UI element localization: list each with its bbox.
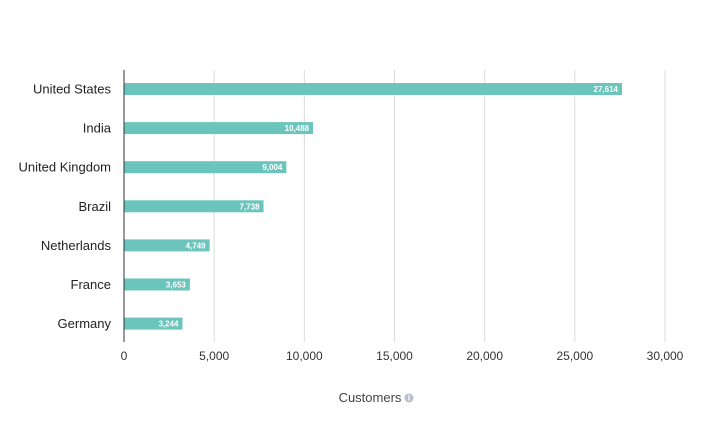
data-label: 3,244 xyxy=(158,320,179,329)
category-label: Netherlands xyxy=(41,238,112,253)
data-label: 27,614 xyxy=(594,85,619,94)
category-labels: United States India United Kingdom Brazil Ne… xyxy=(19,82,112,332)
x-axis-title: Customers xyxy=(339,390,402,405)
data-label: 7,738 xyxy=(240,202,261,211)
x-tick-label: 25,000 xyxy=(556,349,593,363)
x-tick-label: 30,000 xyxy=(647,349,684,363)
category-label: Brazil xyxy=(78,199,111,214)
category-label: United States xyxy=(33,82,112,97)
bar[interactable] xyxy=(124,278,190,291)
data-label: 3,653 xyxy=(166,281,187,290)
category-label: United Kingdom xyxy=(19,160,112,175)
x-tick-label: 20,000 xyxy=(466,349,503,363)
x-tick-label: 0 xyxy=(121,349,128,363)
x-tick-label: 5,000 xyxy=(199,349,229,363)
info-icon[interactable]: i xyxy=(404,393,414,403)
category-label: Germany xyxy=(58,316,112,331)
bar[interactable] xyxy=(124,122,314,135)
bar[interactable] xyxy=(124,200,264,213)
x-tick-label: 10,000 xyxy=(286,349,323,363)
data-labels: 27,614 10,488 9,004 7,738 4,749 3,653 3,244 xyxy=(158,85,618,329)
bars-layer xyxy=(124,83,622,330)
x-tick-label: 15,000 xyxy=(376,349,413,363)
category-label: India xyxy=(83,121,112,136)
category-label: France xyxy=(71,277,111,292)
data-label: 9,004 xyxy=(262,163,283,172)
svg-text:i: i xyxy=(408,395,410,403)
grid-layer xyxy=(213,70,666,342)
x-tick-labels: 0 5,000 10,000 15,000 20,000 25,000 30,000 xyxy=(121,349,684,363)
bar[interactable] xyxy=(124,83,622,95)
data-label: 10,488 xyxy=(285,124,310,133)
data-label: 4,749 xyxy=(186,241,207,250)
bar[interactable] xyxy=(124,161,287,174)
bar[interactable] xyxy=(124,239,210,252)
bar[interactable] xyxy=(124,317,183,330)
